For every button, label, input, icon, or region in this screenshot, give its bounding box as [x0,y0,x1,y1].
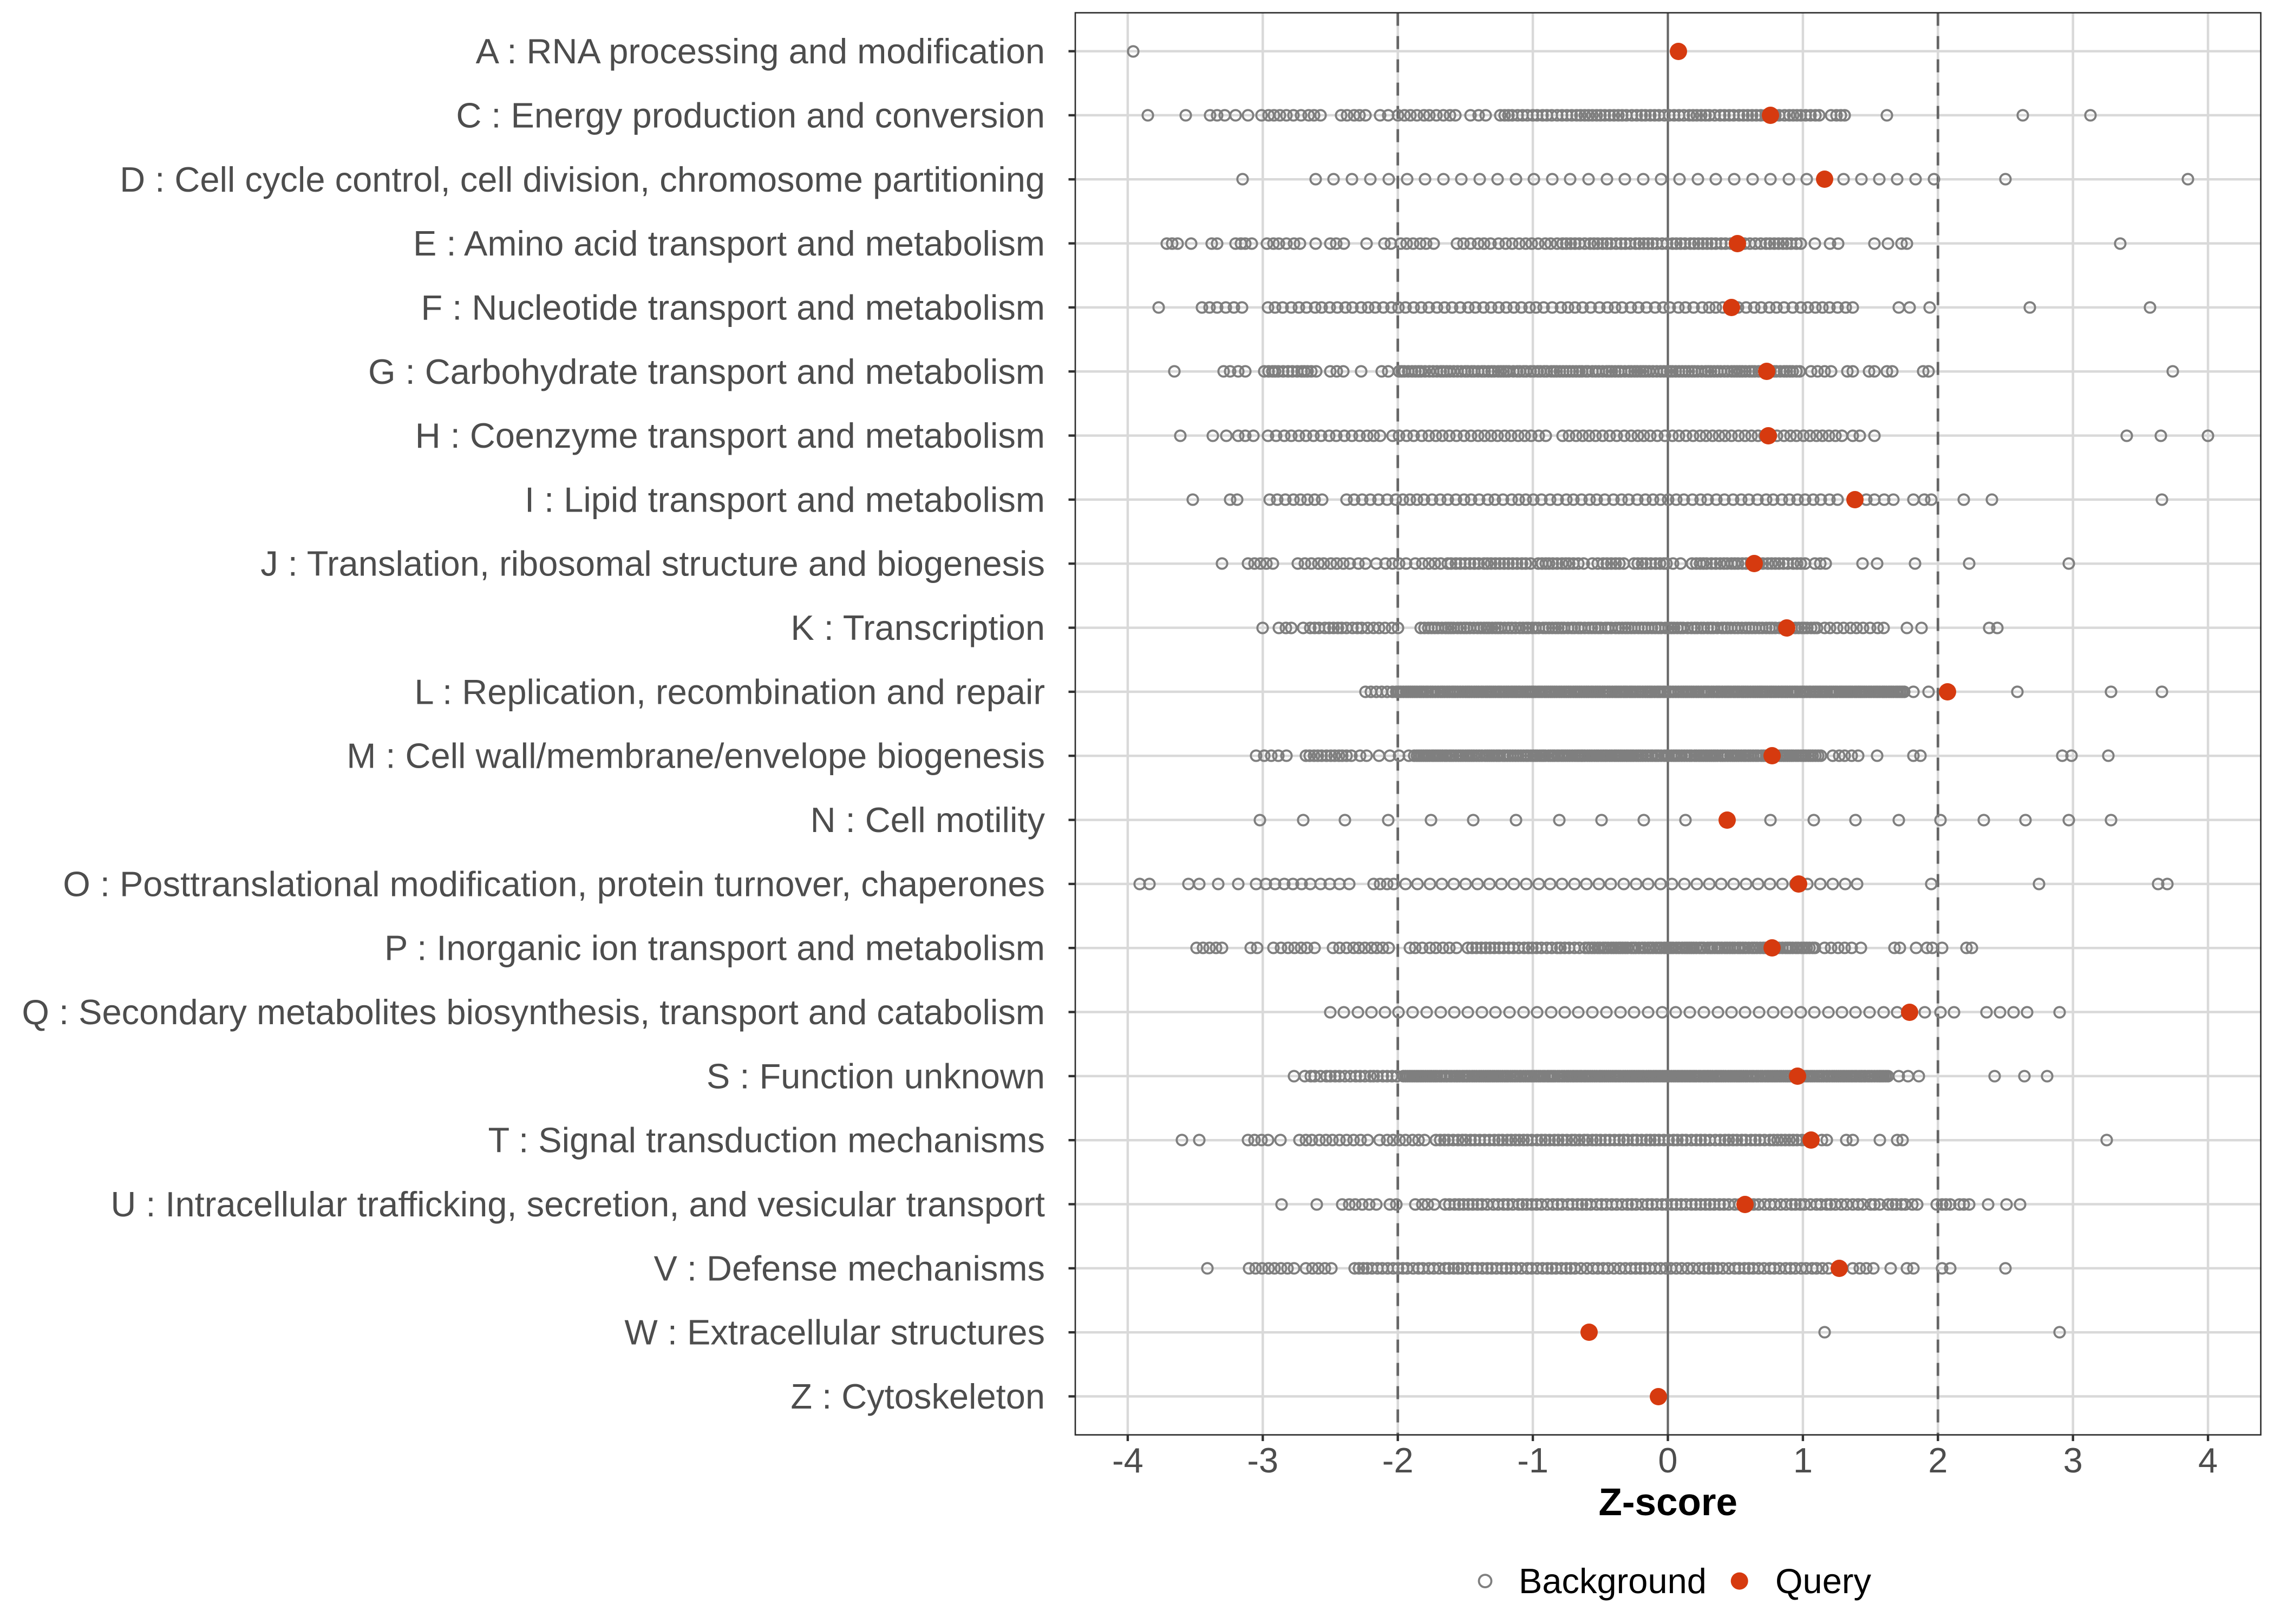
svg-text:F : Nucleotide transport and m: F : Nucleotide transport and metabolism [421,287,1045,327]
svg-text:K : Transcription: K : Transcription [790,608,1045,647]
svg-text:Query: Query [1775,1561,1872,1601]
svg-text:S : Function unknown: S : Function unknown [707,1056,1045,1096]
svg-text:-2: -2 [1382,1440,1414,1480]
svg-text:3: 3 [2063,1440,2083,1480]
svg-text:U : Intracellular trafficking,: U : Intracellular trafficking, secretion… [110,1184,1045,1224]
svg-text:G : Carbohydrate transport and: G : Carbohydrate transport and metabolis… [368,352,1045,391]
svg-text:D : Cell cycle control, cell d: D : Cell cycle control, cell division, c… [120,160,1045,199]
svg-text:O : Posttranslational modifica: O : Posttranslational modification, prot… [63,864,1045,903]
svg-text:V : Defense mechanisms: V : Defense mechanisms [654,1248,1045,1288]
svg-text:C : Energy production and conv: C : Energy production and conversion [456,95,1045,135]
svg-text:H : Coenzyme transport and met: H : Coenzyme transport and metabolism [415,416,1045,455]
svg-text:1: 1 [1793,1440,1813,1480]
svg-text:N : Cell motility: N : Cell motility [811,800,1045,840]
svg-text:J : Translation, ribosomal str: J : Translation, ribosomal structure and… [260,544,1045,584]
svg-text:Background: Background [1519,1561,1707,1601]
svg-text:M : Cell wall/membrane/envelop: M : Cell wall/membrane/envelope biogenes… [347,736,1045,776]
svg-text:Z-score: Z-score [1599,1481,1737,1524]
svg-text:T : Signal transduction mechan: T : Signal transduction mechanisms [488,1121,1045,1160]
svg-text:-1: -1 [1517,1440,1548,1480]
svg-text:-4: -4 [1112,1440,1143,1480]
svg-text:E : Amino acid transport and m: E : Amino acid transport and metabolism [413,224,1045,263]
svg-text:L : Replication, recombination: L : Replication, recombination and repai… [414,672,1045,711]
svg-text:I : Lipid transport and metabo: I : Lipid transport and metabolism [525,480,1045,519]
svg-text:0: 0 [1658,1440,1677,1480]
svg-text:Z : Cytoskeleton: Z : Cytoskeleton [790,1377,1045,1416]
svg-text:2: 2 [1928,1440,1948,1480]
svg-text:A : RNA processing and modific: A : RNA processing and modification [476,31,1045,71]
svg-text:P : Inorganic ion transport an: P : Inorganic ion transport and metaboli… [384,928,1045,968]
svg-text:W : Extracellular structures: W : Extracellular structures [624,1313,1045,1352]
svg-text:Q : Secondary metabolites bios: Q : Secondary metabolites biosynthesis, … [22,992,1045,1032]
svg-text:-3: -3 [1247,1440,1278,1480]
svg-text:4: 4 [2198,1440,2218,1480]
